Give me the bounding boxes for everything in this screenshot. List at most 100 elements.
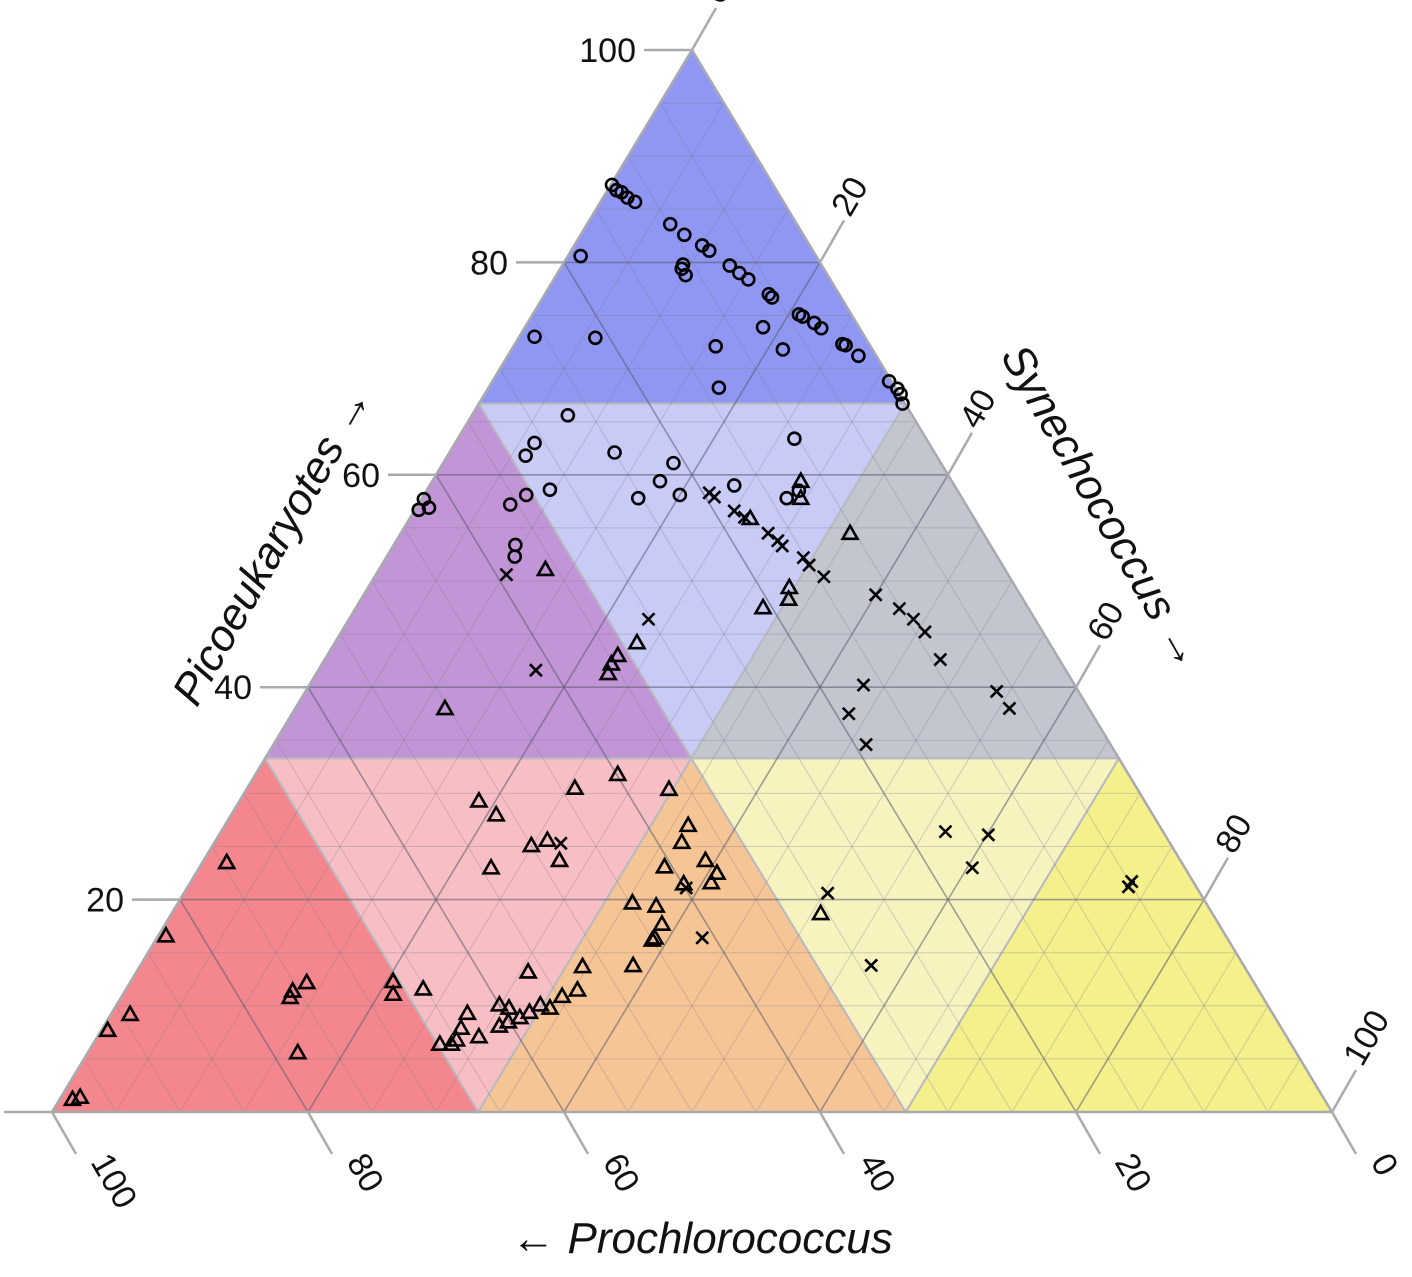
data-point-circle (662, 216, 678, 232)
gridline (435, 474, 821, 1113)
gridline (883, 740, 1109, 1113)
data-point-circle (573, 248, 588, 264)
data-point-triangle (598, 663, 618, 681)
synechococcus-tick-label: 100 (1336, 1004, 1397, 1072)
data-point-layer (62, 177, 1139, 1107)
data-point-circle (851, 348, 866, 364)
data-point-triangle (659, 779, 679, 797)
gridline (1011, 846, 1173, 1113)
data-point-cross (981, 827, 996, 842)
data-point-circle (421, 500, 437, 516)
data-point-triangle (572, 956, 593, 974)
data-point-triangle (70, 1087, 90, 1105)
data-point-circle (775, 342, 791, 357)
data-point-triangle (383, 971, 403, 989)
data-point-triangle (778, 588, 799, 606)
data-point-cross (641, 612, 656, 627)
data-point-circle (890, 381, 905, 397)
data-point-triangle (654, 856, 675, 874)
data-point-triangle (216, 852, 237, 870)
data-point-triangle (120, 1004, 140, 1022)
data-point-triangle (652, 913, 672, 931)
data-point-cross (868, 587, 883, 602)
gridline (1267, 1058, 1301, 1113)
data-point-circle (779, 490, 795, 506)
data-point-circle (761, 286, 777, 302)
data-point-triangle (740, 508, 760, 526)
prochlorococcus-axis-title: ← Prochlorococcus (511, 1214, 892, 1263)
gridline (371, 580, 693, 1113)
data-point-circle (560, 408, 576, 423)
data-point-triangle (627, 632, 647, 650)
data-point-triangle (753, 597, 773, 615)
picoeukaryotes-tick-label: 40 (214, 669, 252, 707)
data-point-triangle (549, 850, 570, 868)
gridline (179, 899, 309, 1113)
gridline (563, 474, 949, 1113)
data-point-cross (906, 612, 921, 627)
gridline (627, 527, 981, 1113)
data-point-triangle (383, 983, 403, 1002)
prochlorococcus-tick (562, 1111, 590, 1155)
data-point-circle (677, 227, 692, 243)
triangle-outline (49, 47, 1335, 1114)
data-point-circle (722, 258, 738, 273)
data-point-triangle (469, 1026, 489, 1044)
data-point-cross (770, 533, 785, 548)
prochlorococcus-tick-label: 20 (1107, 1147, 1159, 1199)
gridline (211, 846, 373, 1113)
data-point-circle (881, 374, 897, 389)
gridline (755, 633, 1045, 1113)
data-point-cross (816, 569, 831, 584)
gridline (499, 368, 949, 1113)
data-point-triangle (451, 1017, 471, 1036)
data-point-cross (1124, 874, 1139, 889)
data-point-circle (672, 487, 688, 503)
gridline (1203, 1005, 1269, 1113)
data-point-triangle (622, 892, 643, 910)
data-point-circle (694, 238, 710, 253)
data-point-triangle (695, 850, 716, 868)
prochlorococcus-tick (1074, 1111, 1102, 1155)
data-point-triangle (489, 994, 510, 1012)
gridline (179, 155, 757, 1113)
gridline (1075, 899, 1205, 1113)
data-point-triangle (530, 994, 551, 1012)
prochlorococcus-tick (1330, 1111, 1358, 1155)
data-point-triangle (499, 997, 519, 1015)
data-point-circle (607, 445, 622, 460)
data-point-cross (938, 824, 953, 839)
data-point-triangle (296, 972, 317, 990)
data-point-triangle (567, 979, 588, 997)
data-point-triangle (565, 777, 585, 796)
prochlorococcus-tick (306, 1111, 334, 1155)
data-point-circle (627, 194, 643, 210)
synechococcus-tick (690, 7, 718, 51)
data-point-cross (856, 678, 871, 692)
data-point-circle (806, 315, 822, 331)
gridline (819, 686, 1077, 1113)
synechococcus-tick-label: 0 (696, 0, 738, 10)
data-point-circle (604, 177, 620, 193)
data-point-triangle (486, 804, 506, 822)
data-point-triangle (446, 1029, 467, 1047)
prochlorococcus-tick-label: 40 (851, 1147, 903, 1199)
gridline (243, 209, 789, 1113)
data-point-triangle (537, 830, 558, 848)
data-point-triangle (430, 1033, 450, 1051)
gridline (115, 1005, 181, 1113)
data-point-circle (726, 478, 742, 493)
synechococcus-tick (1330, 1069, 1358, 1113)
data-point-cross (841, 706, 856, 721)
prochlorococcus-tick-label: 100 (83, 1147, 144, 1215)
data-point-triangle (288, 1042, 308, 1060)
data-point-circle (630, 490, 646, 506)
data-point-triangle (413, 978, 433, 996)
gridline (307, 686, 565, 1113)
prochlorococcus-tick-label: 80 (339, 1147, 391, 1199)
gridline (467, 421, 885, 1113)
data-point-triangle (646, 895, 666, 913)
data-point-triangle (840, 523, 860, 541)
synechococcus-tick-label: 60 (1080, 595, 1132, 647)
